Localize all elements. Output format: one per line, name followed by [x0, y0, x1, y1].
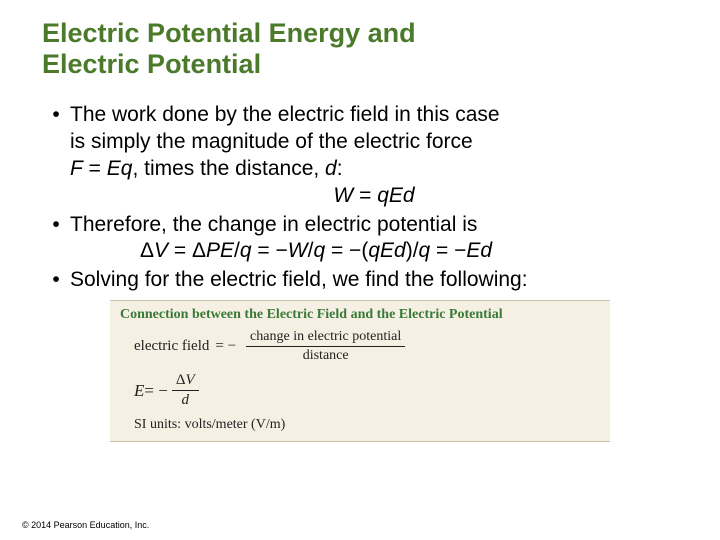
box-lhs-1: electric field	[134, 338, 209, 355]
bullet-marker: •	[42, 102, 70, 210]
title-line-2: Electric Potential	[42, 49, 678, 80]
box-den-2: d	[177, 391, 193, 409]
box-units: SI units: volts/meter (V/m)	[110, 415, 610, 441]
box-den-1: distance	[299, 347, 353, 364]
equation-2: ΔV = ΔPE/q = −W/q = −(qEd)/q = −Ed	[70, 238, 678, 265]
box-fraction-2: ΔV d	[172, 372, 199, 409]
bullet-1: • The work done by the electric field in…	[42, 102, 678, 210]
slide-title: Electric Potential Energy and Electric P…	[42, 18, 678, 80]
bullet-1-line-a: The work done by the electric field in t…	[70, 102, 678, 129]
bullet-1-line-b: is simply the magnitude of the electric …	[70, 129, 678, 156]
bullet-marker: •	[42, 212, 70, 266]
box-header: Connection between the Electric Field an…	[110, 301, 610, 327]
bullet-3: • Solving for the electric field, we fin…	[42, 267, 678, 294]
box-eq-2: = −	[144, 381, 167, 401]
bullet-2-line: Therefore, the change in electric potent…	[70, 212, 678, 239]
bullet-3-text: Solving for the electric field, we find …	[70, 267, 678, 294]
box-symbol-equation: E = − ΔV d	[110, 370, 610, 415]
box-num-1: change in electric potential	[246, 329, 405, 347]
bullet-list: • The work done by the electric field in…	[42, 102, 678, 294]
equation-1: W = qEd	[70, 183, 678, 210]
bullet-1-line-c: F = Eq, times the distance, d:	[70, 156, 678, 183]
bullet-1-text: The work done by the electric field in t…	[70, 102, 678, 210]
bullet-2-text: Therefore, the change in electric potent…	[70, 212, 678, 266]
theorem-box: Connection between the Electric Field an…	[110, 300, 610, 442]
box-lhs-2: E	[134, 381, 144, 401]
copyright: © 2014 Pearson Education, Inc.	[22, 520, 149, 530]
bullet-marker: •	[42, 267, 70, 294]
bullet-2: • Therefore, the change in electric pote…	[42, 212, 678, 266]
box-eq-1: = −	[215, 338, 236, 355]
box-word-equation: electric field = − change in electric po…	[110, 327, 610, 370]
box-fraction-1: change in electric potential distance	[246, 329, 405, 364]
box-num-2: ΔV	[172, 372, 199, 391]
title-line-1: Electric Potential Energy and	[42, 18, 678, 49]
theorem-box-wrap: Connection between the Electric Field an…	[42, 300, 678, 442]
